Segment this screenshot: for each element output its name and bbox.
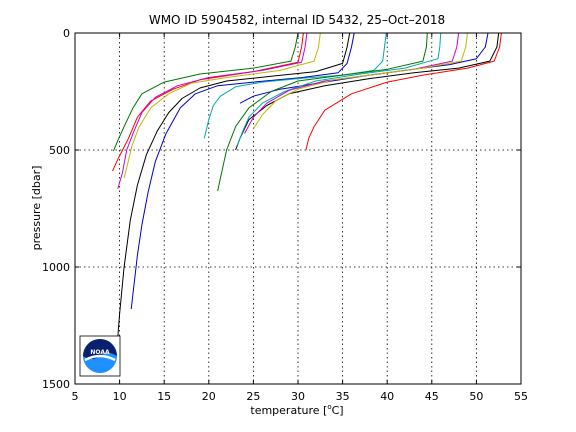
x-tick-label: 30 (291, 390, 305, 403)
profile-line-14 (252, 32, 468, 130)
y-tick-label: 1500 (42, 378, 70, 391)
x-tick-label: 10 (113, 390, 127, 403)
axis-ticks: 5 10 15 20 25 30 35 40 45 50 55 0 500 1000 1500 (42, 27, 528, 403)
noaa-logo: NOAA (79, 335, 121, 377)
y-tick-label: 1000 (42, 261, 70, 274)
y-tick-label: 0 (63, 27, 70, 40)
x-tick-label: 5 (72, 390, 79, 403)
x-tick-label: 25 (246, 390, 260, 403)
profile-line-7 (123, 32, 321, 179)
x-tick-label: 40 (380, 390, 394, 403)
profile-line-1 (130, 32, 355, 310)
y-axis-label: pressure [dbar] (30, 166, 43, 251)
profile-line-8 (239, 32, 489, 104)
x-tick-label: 55 (514, 390, 528, 403)
x-tick-label: 35 (336, 390, 350, 403)
x-tick-label: 45 (425, 390, 439, 403)
profile-line-4 (112, 32, 304, 172)
x-axis-label: temperature [oC] (250, 403, 343, 417)
profile-line-5 (112, 32, 299, 152)
x-tick-label: 50 (469, 390, 483, 403)
profile-line-6 (117, 32, 308, 189)
chart-title: WMO ID 5904582, internal ID 5432, 25–Oct… (149, 13, 445, 27)
grid (75, 33, 521, 384)
x-tick-label: 15 (157, 390, 171, 403)
profile-line-10 (236, 32, 442, 146)
profile-line-11 (305, 32, 502, 151)
profile-line-2 (116, 32, 351, 349)
profile-line-9 (235, 32, 500, 151)
series-group (112, 32, 502, 349)
x-tick-label: 20 (202, 390, 216, 403)
profile-line-12 (217, 32, 428, 192)
y-tick-label: 500 (49, 144, 70, 157)
profile-line-3 (203, 32, 387, 139)
logo-lettering: NOAA (90, 349, 110, 356)
